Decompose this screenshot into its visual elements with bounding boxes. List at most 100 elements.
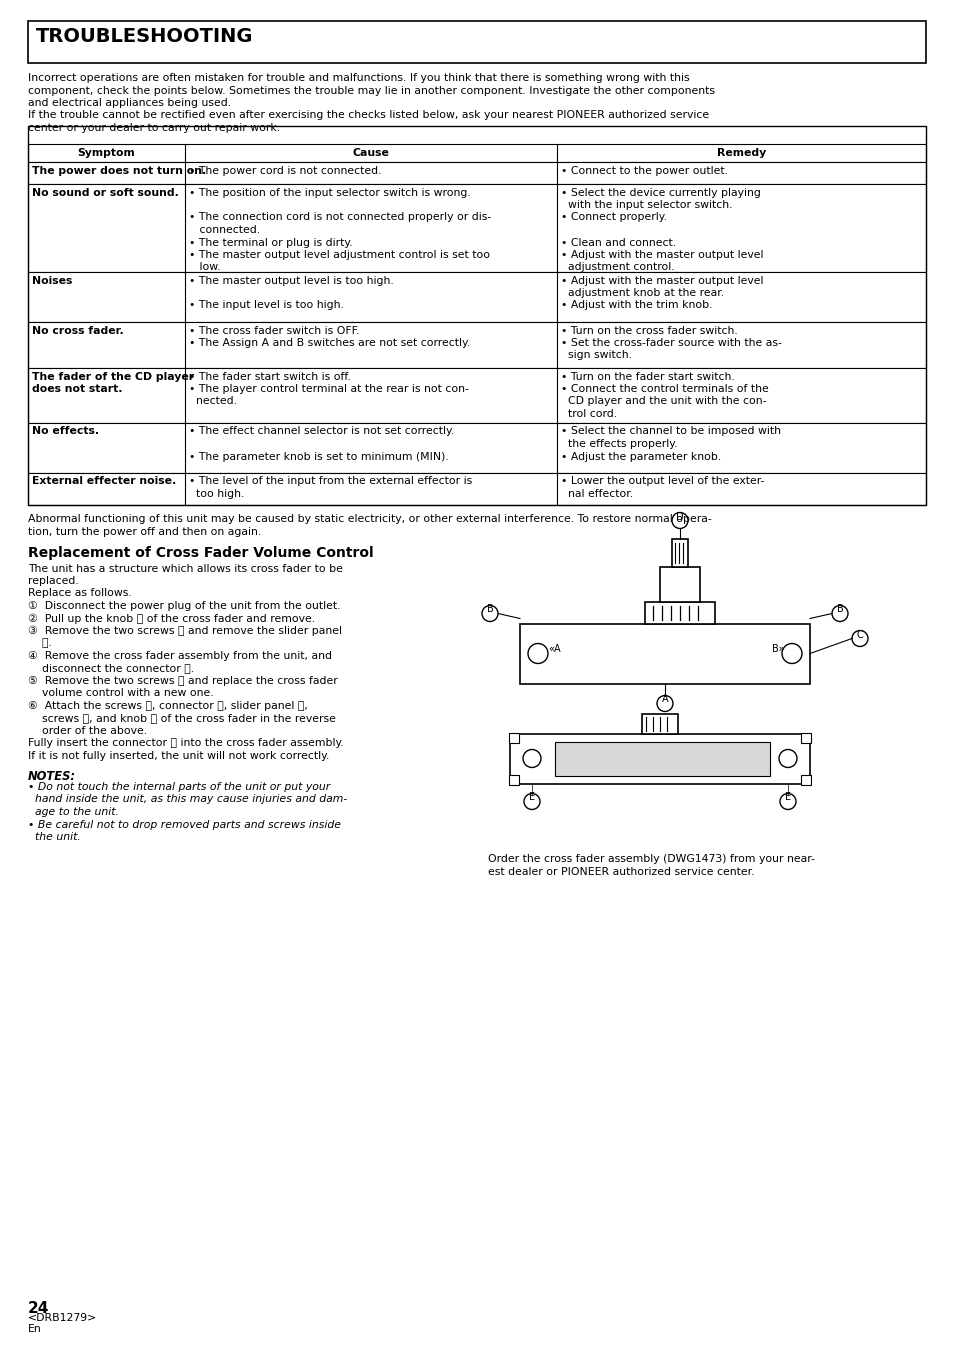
Text: replaced.: replaced.: [28, 576, 79, 586]
Text: • Turn on the cross fader switch.: • Turn on the cross fader switch.: [560, 326, 737, 335]
Text: • Adjust with the master output level: • Adjust with the master output level: [560, 250, 762, 259]
Text: • Connect to the power outlet.: • Connect to the power outlet.: [560, 166, 727, 176]
Text: • The level of the input from the external effector is: • The level of the input from the extern…: [189, 477, 472, 486]
Text: • The master output level is too high.: • The master output level is too high.: [189, 276, 394, 285]
Circle shape: [780, 793, 795, 809]
Text: screws Ⓑ, and knob Ⓐ of the cross fader in the reverse: screws Ⓑ, and knob Ⓐ of the cross fader …: [28, 713, 335, 724]
Text: Replacement of Cross Fader Volume Control: Replacement of Cross Fader Volume Contro…: [28, 546, 374, 559]
Text: the effects properly.: the effects properly.: [560, 439, 677, 449]
Bar: [659, 566, 700, 601]
Text: Cause: Cause: [353, 147, 389, 158]
Text: Remedy: Remedy: [716, 147, 765, 158]
Text: • The connection cord is not connected properly or dis-: • The connection cord is not connected p…: [189, 212, 491, 223]
Text: • The parameter knob is set to minimum (MIN).: • The parameter knob is set to minimum (…: [189, 451, 448, 462]
Circle shape: [481, 605, 497, 621]
Text: CD player and the unit with the con-: CD player and the unit with the con-: [560, 396, 765, 407]
Text: too high.: too high.: [189, 489, 244, 499]
Text: • Be careful not to drop removed parts and screws inside: • Be careful not to drop removed parts a…: [28, 820, 340, 830]
Text: ⑤  Remove the two screws Ⓔ and replace the cross fader: ⑤ Remove the two screws Ⓔ and replace th…: [28, 676, 337, 686]
Text: ②  Pull up the knob Ⓐ of the cross fader and remove.: ② Pull up the knob Ⓐ of the cross fader …: [28, 613, 314, 624]
Text: trol cord.: trol cord.: [560, 409, 617, 419]
Text: • Connect the control terminals of the: • Connect the control terminals of the: [560, 384, 768, 394]
Text: • Select the channel to be imposed with: • Select the channel to be imposed with: [560, 427, 781, 436]
Text: adjustment knob at the rear.: adjustment knob at the rear.: [560, 288, 723, 299]
Circle shape: [779, 750, 796, 767]
Text: B: B: [486, 604, 493, 615]
Text: The unit has a structure which allows its cross fader to be: The unit has a structure which allows it…: [28, 563, 342, 574]
Text: ⑥  Attach the screws Ⓔ, connector Ⓓ, slider panel Ⓒ,: ⑥ Attach the screws Ⓔ, connector Ⓓ, slid…: [28, 701, 308, 711]
Circle shape: [781, 643, 801, 663]
Text: B»: B»: [771, 644, 783, 654]
Text: <DRB1279>: <DRB1279>: [28, 1313, 97, 1323]
Text: connected.: connected.: [189, 226, 260, 235]
Text: • The Assign A and B switches are not set correctly.: • The Assign A and B switches are not se…: [189, 338, 470, 349]
Text: • Adjust with the trim knob.: • Adjust with the trim knob.: [560, 300, 712, 311]
Bar: [28, 272, 925, 322]
Text: volume control with a new one.: volume control with a new one.: [28, 689, 213, 698]
Text: • The position of the input selector switch is wrong.: • The position of the input selector swi…: [189, 188, 470, 197]
Bar: [641, 713, 678, 734]
Text: Symptom: Symptom: [77, 147, 135, 158]
Text: External effecter noise.: External effecter noise.: [32, 477, 176, 486]
Text: NOTES:: NOTES:: [28, 770, 76, 782]
Text: • Adjust the parameter knob.: • Adjust the parameter knob.: [560, 451, 720, 462]
Text: • The effect channel selector is not set correctly.: • The effect channel selector is not set…: [189, 427, 454, 436]
Text: • The cross fader switch is OFF.: • The cross fader switch is OFF.: [189, 326, 359, 335]
Text: • Turn on the fader start switch.: • Turn on the fader start switch.: [560, 372, 734, 381]
Text: • Clean and connect.: • Clean and connect.: [560, 238, 676, 247]
Text: Incorrect operations are often mistaken for trouble and malfunctions. If you thi: Incorrect operations are often mistaken …: [28, 73, 689, 82]
Text: tion, turn the power off and then on again.: tion, turn the power off and then on aga…: [28, 527, 261, 536]
Text: C: C: [856, 630, 862, 639]
Text: order of the above.: order of the above.: [28, 725, 147, 736]
Bar: [28, 184, 925, 272]
Text: nal effector.: nal effector.: [560, 489, 633, 499]
Text: with the input selector switch.: with the input selector switch.: [560, 200, 732, 209]
Bar: [28, 143, 925, 162]
Bar: [519, 624, 809, 684]
Text: • The master output level adjustment control is set too: • The master output level adjustment con…: [189, 250, 490, 259]
Text: hand inside the unit, as this may cause injuries and dam-: hand inside the unit, as this may cause …: [28, 794, 347, 804]
Circle shape: [522, 750, 540, 767]
Text: does not start.: does not start.: [32, 384, 122, 394]
Text: Replace as follows.: Replace as follows.: [28, 589, 132, 598]
Text: D: D: [676, 512, 683, 521]
Text: • Set the cross-fader source with the as-: • Set the cross-fader source with the as…: [560, 338, 781, 349]
Bar: [28, 322, 925, 367]
Text: TROUBLESHOOTING: TROUBLESHOOTING: [36, 27, 253, 46]
Text: If the trouble cannot be rectified even after exercising the checks listed below: If the trouble cannot be rectified even …: [28, 111, 708, 120]
Bar: [801, 732, 810, 743]
Bar: [28, 423, 925, 473]
Text: • Adjust with the master output level: • Adjust with the master output level: [560, 276, 762, 285]
Bar: [671, 539, 687, 566]
Text: • Lower the output level of the exter-: • Lower the output level of the exter-: [560, 477, 763, 486]
Text: • Select the device currently playing: • Select the device currently playing: [560, 188, 760, 197]
Text: adjustment control.: adjustment control.: [560, 262, 674, 273]
Text: E: E: [784, 793, 790, 802]
Text: No cross fader.: No cross fader.: [32, 326, 124, 335]
Text: nected.: nected.: [189, 396, 236, 407]
Text: • Connect properly.: • Connect properly.: [560, 212, 666, 223]
Circle shape: [523, 793, 539, 809]
Bar: [509, 732, 518, 743]
Text: No sound or soft sound.: No sound or soft sound.: [32, 188, 179, 197]
Text: A: A: [661, 694, 668, 704]
Text: disconnect the connector Ⓓ.: disconnect the connector Ⓓ.: [28, 663, 193, 674]
Text: The power does not turn on.: The power does not turn on.: [32, 166, 206, 176]
Text: center or your dealer to carry out repair work.: center or your dealer to carry out repai…: [28, 123, 280, 132]
Text: Noises: Noises: [32, 276, 72, 285]
Text: sign switch.: sign switch.: [560, 350, 631, 361]
Text: • The fader start switch is off.: • The fader start switch is off.: [189, 372, 351, 381]
Bar: [28, 162, 925, 184]
Text: E: E: [528, 793, 535, 802]
Circle shape: [671, 512, 687, 528]
Text: low.: low.: [189, 262, 220, 273]
Text: Order the cross fader assembly (DWG1473) from your near-: Order the cross fader assembly (DWG1473)…: [488, 854, 814, 865]
Text: If it is not fully inserted, the unit will not work correctly.: If it is not fully inserted, the unit wi…: [28, 751, 329, 761]
Text: The fader of the CD player: The fader of the CD player: [32, 372, 193, 381]
Bar: [510, 734, 809, 784]
Text: «A: «A: [547, 644, 560, 654]
Bar: [801, 774, 810, 785]
Text: • Do not touch the internal parts of the unit or put your: • Do not touch the internal parts of the…: [28, 782, 330, 792]
Text: Abnormal functioning of this unit may be caused by static electricity, or other : Abnormal functioning of this unit may be…: [28, 515, 711, 524]
Text: the unit.: the unit.: [28, 832, 81, 842]
